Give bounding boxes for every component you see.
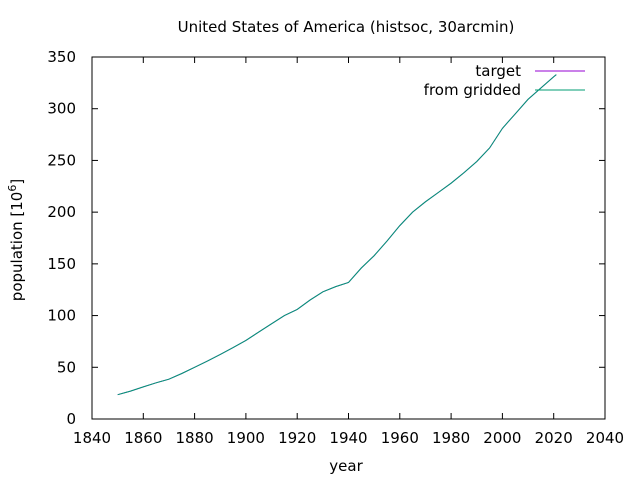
x-tick-label: 1840 bbox=[73, 429, 111, 447]
x-axis-label: year bbox=[329, 457, 363, 475]
series-line-from-gridded bbox=[117, 74, 557, 396]
chart-title: United States of America (histsoc, 30arc… bbox=[178, 18, 515, 36]
y-tick-label: 300 bbox=[47, 100, 76, 118]
x-tick-label: 1920 bbox=[278, 429, 316, 447]
y-tick-label: 50 bbox=[57, 358, 76, 376]
y-tick-label: 200 bbox=[47, 203, 76, 221]
series-lines bbox=[117, 74, 557, 396]
y-axis-label-superscript: 6 bbox=[6, 185, 19, 192]
x-tick-label: 2020 bbox=[535, 429, 573, 447]
x-tick-label: 1960 bbox=[381, 429, 419, 447]
y-tick-label: 100 bbox=[47, 307, 76, 325]
x-tick-label: 1880 bbox=[176, 429, 214, 447]
y-tick-label: 250 bbox=[47, 151, 76, 169]
y-axis-label-main: population [10 bbox=[8, 192, 26, 302]
x-tick-label: 1940 bbox=[329, 429, 367, 447]
legend-label-target: target bbox=[475, 62, 521, 80]
legend: target from gridded bbox=[424, 62, 585, 99]
y-axis-label: population [106] bbox=[6, 179, 26, 301]
series-line-target bbox=[117, 74, 557, 396]
x-tick-label: 2040 bbox=[586, 429, 624, 447]
x-tick-label: 1980 bbox=[432, 429, 470, 447]
x-tick-label: 2000 bbox=[483, 429, 521, 447]
axis-ticks: 1840 1860 1880 1900 1920 1940 1960 1980 2000 2020… bbox=[47, 48, 624, 447]
plot-frame bbox=[91, 56, 606, 420]
y-tick-label: 350 bbox=[47, 48, 76, 66]
y-tick-label: 0 bbox=[66, 410, 76, 428]
x-tick-label: 1860 bbox=[124, 429, 162, 447]
y-axis-label-close: ] bbox=[8, 179, 26, 185]
legend-label-from-gridded: from gridded bbox=[424, 81, 521, 99]
x-tick-label: 1900 bbox=[227, 429, 265, 447]
y-tick-label: 150 bbox=[47, 255, 76, 273]
